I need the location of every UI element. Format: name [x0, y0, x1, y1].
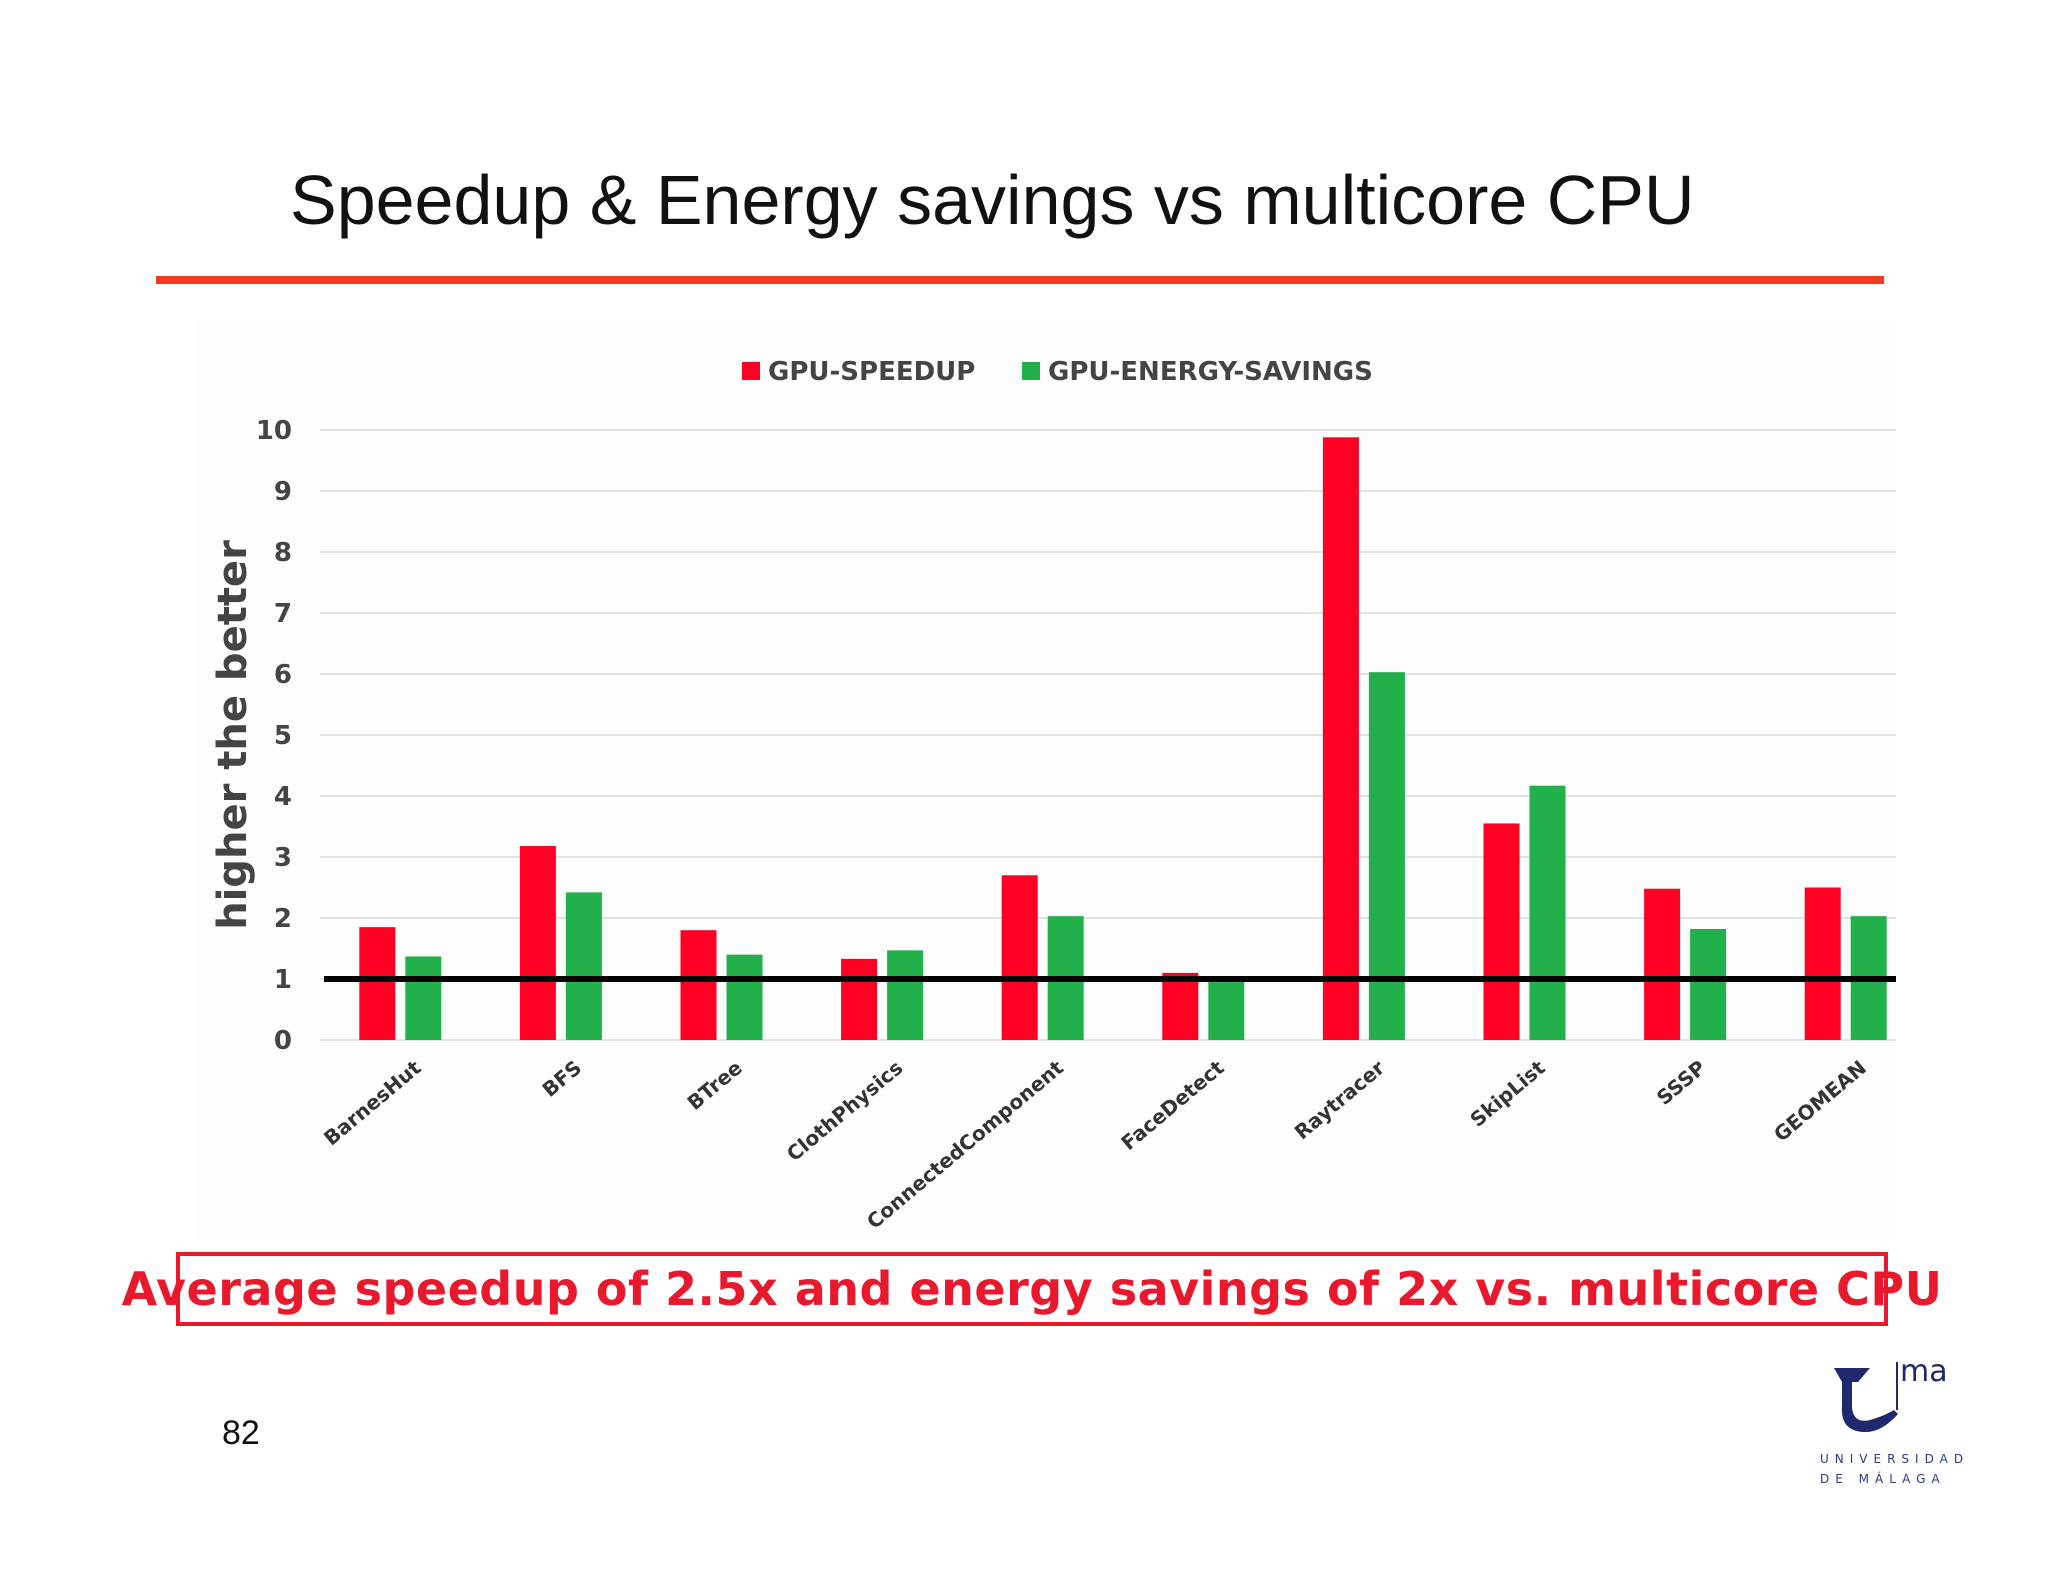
- legend: GPU-SPEEDUP GPU-ENERGY-SAVINGS: [742, 357, 1373, 387]
- legend-swatch: [742, 362, 760, 380]
- page-number: 82: [222, 1414, 260, 1452]
- legend-swatch: [1022, 362, 1040, 380]
- summary-text: Average speedup of 2.5x and energy savin…: [121, 1262, 1943, 1316]
- university-logo: [1834, 1362, 1898, 1432]
- bar-gpu-energy-savings: [1208, 982, 1245, 1040]
- y-tick-label: 3: [274, 843, 292, 873]
- x-tick-label: BFS: [538, 1055, 587, 1101]
- y-tick-labels: 0 1 2 3 4 5 6 7 8 9 10: [256, 416, 292, 1056]
- bar-gpu-energy-savings: [405, 956, 442, 1040]
- bar-gpu-energy-savings: [565, 892, 602, 1040]
- summary-box: Average speedup of 2.5x and energy savin…: [122, 1252, 1942, 1326]
- x-tick-label: SSSP: [1652, 1055, 1710, 1109]
- logo-name-line1: UNIVERSIDAD: [1820, 1452, 1970, 1466]
- x-tick-labels: BarnesHut BFS BTree ClothPhysicsConnectedCo…: [319, 1055, 1871, 1234]
- bar-gpu-speedup: [1644, 888, 1681, 1040]
- y-tick-label: 10: [256, 416, 292, 446]
- y-axis-label: higher the better: [210, 540, 256, 930]
- x-tick-label: ClothPhysics: [782, 1055, 907, 1166]
- x-tick-label: GEOMEAN: [1769, 1055, 1871, 1146]
- y-tick-label: 0: [274, 1026, 292, 1056]
- bar-gpu-energy-savings: [726, 954, 763, 1040]
- x-tick-label: BTree: [682, 1055, 746, 1114]
- y-tick-label: 2: [274, 904, 292, 934]
- bar-gpu-speedup: [1804, 887, 1841, 1040]
- bar-gpu-speedup: [519, 846, 556, 1040]
- legend-label: GPU-SPEEDUP: [768, 357, 975, 387]
- bar-gpu-speedup: [1483, 823, 1520, 1040]
- y-tick-label: 8: [274, 538, 292, 568]
- y-tick-label: 7: [274, 599, 292, 629]
- bar-gpu-speedup: [1001, 875, 1038, 1040]
- title-rule: [156, 276, 1884, 284]
- x-tick-label: Raytracer: [1290, 1055, 1389, 1144]
- bar-gpu-speedup: [1322, 437, 1359, 1040]
- bar-gpu-energy-savings: [1368, 672, 1405, 1040]
- slide-title: Speedup & Energy savings vs multicore CP…: [290, 161, 1695, 239]
- bar-gpu-energy-savings: [887, 950, 924, 1040]
- bar-gpu-energy-savings: [1529, 785, 1566, 1040]
- y-tick-label: 1: [274, 965, 292, 995]
- bars: [359, 437, 1887, 1040]
- bar-gpu-speedup: [1162, 972, 1199, 1040]
- x-tick-label: FaceDetect: [1116, 1055, 1228, 1155]
- legend-label: GPU-ENERGY-SAVINGS: [1048, 357, 1373, 387]
- bar-gpu-speedup: [841, 958, 878, 1040]
- bar-chart: 0 1 2 3 4 5 6 7 8 9 10 BarnesHut BFS BTree ClothPhysi…: [210, 357, 1896, 1234]
- logo-mark: ma: [1900, 1354, 1948, 1389]
- y-tick-label: 4: [274, 782, 292, 812]
- logo-name-line2: DE MÁLAGA: [1820, 1472, 1946, 1486]
- bar-gpu-speedup: [680, 930, 717, 1040]
- bar-gpu-speedup: [359, 927, 396, 1040]
- y-tick-label: 5: [274, 721, 292, 751]
- x-tick-label: SkipList: [1465, 1055, 1550, 1131]
- y-tick-label: 9: [274, 477, 292, 507]
- bar-gpu-energy-savings: [1690, 928, 1727, 1040]
- x-tick-label: BarnesHut: [319, 1055, 426, 1150]
- y-tick-label: 6: [274, 660, 292, 690]
- chart-panel: 0 1 2 3 4 5 6 7 8 9 10 BarnesHut BFS BTree ClothPhysi…: [196, 320, 1896, 1240]
